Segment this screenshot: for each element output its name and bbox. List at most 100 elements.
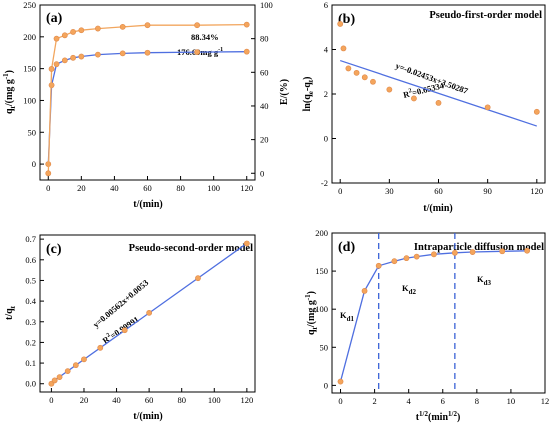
panel-a-ylabel-right: E/(%) xyxy=(279,79,290,105)
panel-d-ytick-label: 200 xyxy=(315,228,328,238)
panel-d-series-line xyxy=(339,250,528,382)
panel-a-left-ytick-label: 250 xyxy=(23,0,36,10)
panel-a-orange-series-data-point xyxy=(45,170,52,177)
panel-a-xtick-label: 80 xyxy=(176,183,185,193)
panel-a-left-ytick-label: 100 xyxy=(23,95,36,105)
panel-a-blue-series-data-point xyxy=(53,61,60,68)
panel-c-data-point xyxy=(195,275,201,282)
panel-a-xtick-label: 60 xyxy=(143,183,152,193)
panel-c: (c) Pseudo-second-order model y=0.00562x… xyxy=(4,234,256,422)
panel-d-xtick-label: 2 xyxy=(372,396,376,406)
panel-d-data-point xyxy=(430,251,437,258)
panel-a-xtick-label: 0 xyxy=(46,183,50,193)
panel-d-data-point xyxy=(469,249,476,255)
panel-a-orange-series-data-point xyxy=(194,22,201,29)
panel-c-title: Pseudo-second-order model xyxy=(129,243,253,254)
panel-d-xtick-label: 12 xyxy=(541,396,550,406)
panel-c-xtick-label: 0 xyxy=(49,395,53,405)
panel-d-data-point xyxy=(391,258,398,265)
panel-b-ytick-label: 6 xyxy=(324,0,328,10)
panel-d-data-point xyxy=(361,288,368,294)
panel-d-data-point xyxy=(451,249,458,256)
panel-b-fit-line xyxy=(339,59,538,127)
panel-d-label: (d) xyxy=(338,240,355,255)
panel-a-xtick-label: 100 xyxy=(207,183,220,193)
panel-a-blue-series-data-point xyxy=(61,57,68,64)
panel-c-xtick-label: 120 xyxy=(240,395,253,405)
panel-a-xlabel: t/(min) xyxy=(133,199,162,210)
panel-a-blue-series-data-point xyxy=(70,54,76,61)
panel-a-right-ytick-label: 60 xyxy=(260,67,269,77)
panel-a-ylabel-left: qt/(mg g-1) xyxy=(2,70,17,114)
panel-a-xtick-label: 40 xyxy=(110,183,119,193)
panel-a-left-ytick-label: 50 xyxy=(28,127,37,137)
panel-c-ytick-label: 0.1 xyxy=(25,358,36,368)
panel-c-ytick-label: 0.6 xyxy=(25,255,36,265)
panel-c-ylabel: t/qt xyxy=(4,305,17,320)
panel-c-xtick-label: 80 xyxy=(177,395,186,405)
panel-a-right-ytick-label: 80 xyxy=(260,34,269,44)
panel-d-ytick-label: 100 xyxy=(315,304,328,314)
panel-d-xtick-label: 10 xyxy=(507,396,516,406)
panel-c-ytick-label: 0.2 xyxy=(25,337,36,347)
panel-b-xlabel: t/(min) xyxy=(423,203,452,214)
panel-a-right-ytick-label: 0 xyxy=(260,168,264,178)
panel-b-data-point xyxy=(435,100,442,106)
panel-c-frame xyxy=(39,234,256,393)
panel-a-blue-series-data-point xyxy=(194,49,201,55)
panel-b-ytick-label: 4 xyxy=(324,45,329,55)
panel-d-xlabel: t1/2(min1/2) xyxy=(416,410,461,423)
panel-a-efficiency-annotation: 88.34% xyxy=(191,32,219,42)
panel-d-data-point xyxy=(499,248,506,255)
panel-c-xtick-label: 100 xyxy=(208,395,221,405)
panel-a-right-ytick-label: 100 xyxy=(260,0,273,10)
panel-a-right-ytick-label: 40 xyxy=(260,101,269,111)
panel-c-data-point xyxy=(64,368,71,375)
panel-a-blue-series-data-point xyxy=(243,48,250,55)
panel-b-data-point xyxy=(411,95,417,102)
panel-c-ytick-label: 0.7 xyxy=(25,234,36,244)
panel-c-xlabel: t/(min) xyxy=(133,411,162,422)
panel-a-xtick-label: 20 xyxy=(77,183,86,193)
panel-c-data-point xyxy=(243,240,250,247)
panel-b-ylabel: ln(qe-qt) xyxy=(302,77,315,112)
panel-c-data-point xyxy=(81,356,87,363)
panel-b-data-point xyxy=(345,65,352,72)
panel-a-orange-series-data-point xyxy=(94,25,101,32)
panel-c-ytick-label: 0.3 xyxy=(25,317,36,327)
panel-b-frame xyxy=(331,4,546,184)
panel-a-orange-series-data-point xyxy=(144,22,151,29)
panel-c-data-point xyxy=(56,374,63,381)
panel-b-xtick-label: 30 xyxy=(385,186,394,196)
panel-a-orange-series-data-point xyxy=(70,29,76,35)
panel-a-orange-series-data-point xyxy=(78,27,85,34)
panel-c-xtick-label: 60 xyxy=(145,395,154,405)
panel-b-xtick-label: 60 xyxy=(434,186,443,196)
panel-a-orange-series-data-point xyxy=(61,32,68,39)
panel-c-ytick-label: 0.5 xyxy=(25,275,36,285)
panel-a-xtick-label: 120 xyxy=(240,183,253,193)
panel-b-data-point xyxy=(340,45,347,52)
panel-c-label: (c) xyxy=(46,242,62,257)
panel-d-ytick-label: 50 xyxy=(320,342,329,352)
panel-d-ytick-label: 150 xyxy=(315,266,328,276)
panel-a-blue-series-data-point xyxy=(119,50,126,57)
panel-d-data-point xyxy=(403,255,410,262)
panel-b-xtick-label: 90 xyxy=(483,186,492,196)
panel-b-xtick-label: 120 xyxy=(530,186,543,196)
panel-a-orange-series-data-point xyxy=(243,21,250,28)
panel-c-xtick-label: 40 xyxy=(112,395,121,405)
panel-d: (d) Intraparticle diffusion model Kd1 Kd… xyxy=(304,228,549,423)
panel-d-ylabel: qt/(mg g-1) xyxy=(304,291,319,335)
panel-b-ytick-label: 2 xyxy=(324,89,328,99)
panel-a-orange-series-data-point xyxy=(53,35,60,42)
panel-d-xtick-label: 4 xyxy=(407,396,412,406)
panel-a-label: (a) xyxy=(46,11,63,26)
panel-c-data-point xyxy=(51,377,58,384)
panel-a: (a) 88.34% 176.69mg g-1 t/(min) qt/(mg g… xyxy=(2,0,290,210)
panel-b: (b) Pseudo-first-order model y=-0.02453x… xyxy=(302,0,546,214)
panel-d-frame xyxy=(331,232,546,394)
panel-b-ytick-label: 0 xyxy=(324,134,328,144)
panel-d-k3-label: Kd3 xyxy=(477,274,492,287)
